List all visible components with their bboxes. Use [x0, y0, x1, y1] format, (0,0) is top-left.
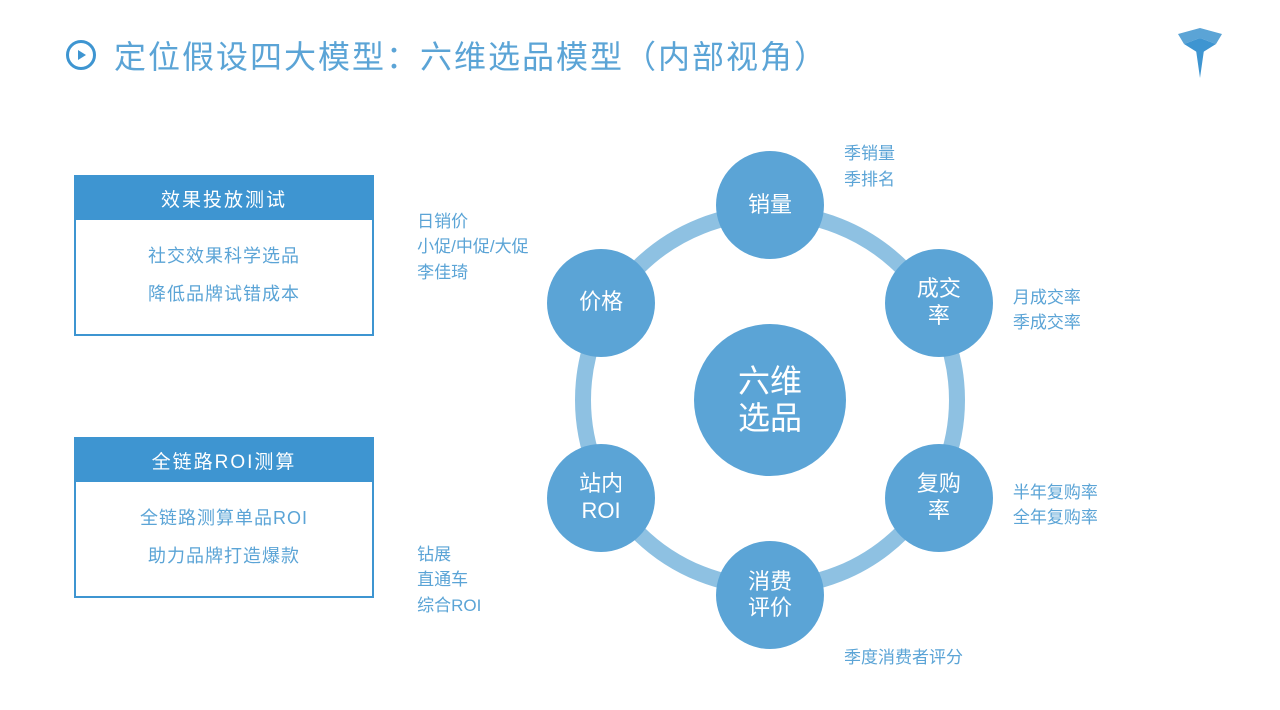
six-dimension-diagram: 六维选品 销量成交率复购率消费评价 站内ROI 价格: [500, 130, 1040, 670]
info-box-line: 社交效果科学选品: [92, 238, 356, 276]
node-label: 复购率: [917, 471, 961, 524]
info-box-header: 全链路ROI测算: [76, 439, 372, 482]
diagram-node-2: 复购率: [885, 444, 993, 552]
diagram-node-3: 消费评价: [716, 541, 824, 649]
info-box-line: 全链路测算单品ROI: [92, 500, 356, 538]
node-annotation-2: 半年复购率全年复购率: [1013, 480, 1098, 531]
info-box-line: 助力品牌打造爆款: [92, 538, 356, 576]
node-annotation-4: 钻展直通车综合ROI: [417, 542, 481, 619]
info-box-body: 全链路测算单品ROI助力品牌打造爆款: [76, 482, 372, 596]
info-box-0: 效果投放测试社交效果科学选品降低品牌试错成本: [74, 175, 374, 336]
slide-title: 定位假设四大模型：六维选品模型（内部视角）: [114, 32, 828, 78]
info-box-1: 全链路ROI测算全链路测算单品ROI助力品牌打造爆款: [74, 437, 374, 598]
node-annotation-0: 季销量季排名: [844, 141, 895, 192]
diagram-node-5: 价格: [547, 249, 655, 357]
diagram-node-4: 站内ROI: [547, 444, 655, 552]
info-box-line: 降低品牌试错成本: [92, 276, 356, 314]
node-label: 成交率: [917, 276, 961, 329]
info-box-body: 社交效果科学选品降低品牌试错成本: [76, 220, 372, 334]
play-icon: [66, 40, 96, 70]
center-label: 六维选品: [738, 363, 802, 437]
node-label: 价格: [579, 289, 623, 315]
slide-header: 定位假设四大模型：六维选品模型（内部视角）: [66, 32, 1220, 78]
diagram-center-node: 六维选品: [694, 324, 846, 476]
node-annotation-5: 日销价小促/中促/大促李佳琦: [417, 209, 528, 286]
diagram-node-1: 成交率: [885, 249, 993, 357]
diagram-node-0: 销量: [716, 151, 824, 259]
node-label: 消费评价: [748, 569, 792, 622]
node-annotation-1: 月成交率季成交率: [1013, 285, 1081, 336]
node-label: 站内ROI: [579, 471, 623, 524]
node-annotation-3: 季度消费者评分: [844, 645, 963, 671]
info-box-header: 效果投放测试: [76, 177, 372, 220]
node-label: 销量: [748, 192, 792, 218]
brand-logo: [1176, 28, 1224, 89]
